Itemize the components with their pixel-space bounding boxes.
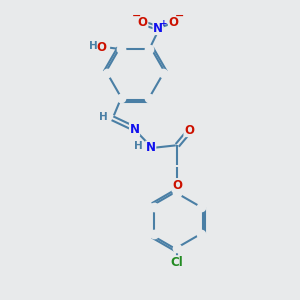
Text: N: N: [130, 123, 140, 136]
Text: O: O: [96, 41, 106, 54]
Text: O: O: [138, 16, 148, 29]
Text: +: +: [160, 19, 167, 28]
Text: H: H: [99, 112, 107, 122]
Text: N: N: [153, 22, 163, 34]
Text: −: −: [175, 11, 184, 21]
Text: O: O: [168, 16, 178, 29]
Text: O: O: [184, 124, 194, 136]
Text: H: H: [89, 41, 98, 51]
Text: −: −: [132, 11, 141, 21]
Text: O: O: [172, 178, 182, 192]
Text: H: H: [134, 141, 143, 151]
Text: N: N: [146, 141, 156, 154]
Text: Cl: Cl: [171, 256, 184, 269]
